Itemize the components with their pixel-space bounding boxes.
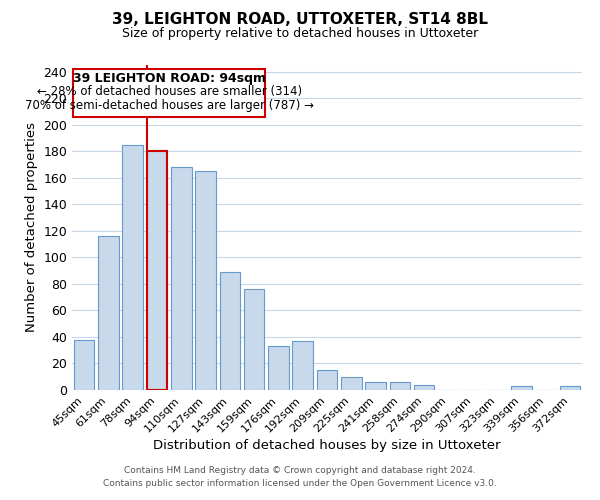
Text: 39, LEIGHTON ROAD, UTTOXETER, ST14 8BL: 39, LEIGHTON ROAD, UTTOXETER, ST14 8BL <box>112 12 488 28</box>
X-axis label: Distribution of detached houses by size in Uttoxeter: Distribution of detached houses by size … <box>153 440 501 452</box>
Bar <box>268 346 289 390</box>
Bar <box>511 386 532 390</box>
Bar <box>244 289 265 390</box>
Text: 70% of semi-detached houses are larger (787) →: 70% of semi-detached houses are larger (… <box>25 99 314 112</box>
Text: ← 28% of detached houses are smaller (314): ← 28% of detached houses are smaller (31… <box>37 86 302 98</box>
Bar <box>220 272 240 390</box>
Bar <box>414 384 434 390</box>
Bar <box>73 69 265 116</box>
Bar <box>98 236 119 390</box>
Bar <box>292 341 313 390</box>
Text: 39 LEIGHTON ROAD: 94sqm: 39 LEIGHTON ROAD: 94sqm <box>73 72 266 85</box>
Bar <box>341 376 362 390</box>
Bar <box>122 144 143 390</box>
Bar <box>365 382 386 390</box>
Bar <box>560 386 580 390</box>
Bar <box>317 370 337 390</box>
Bar <box>195 171 216 390</box>
Text: Contains HM Land Registry data © Crown copyright and database right 2024.
Contai: Contains HM Land Registry data © Crown c… <box>103 466 497 487</box>
Bar <box>171 167 191 390</box>
Bar <box>74 340 94 390</box>
Bar <box>389 382 410 390</box>
Bar <box>146 151 167 390</box>
Text: Size of property relative to detached houses in Uttoxeter: Size of property relative to detached ho… <box>122 28 478 40</box>
Y-axis label: Number of detached properties: Number of detached properties <box>25 122 38 332</box>
